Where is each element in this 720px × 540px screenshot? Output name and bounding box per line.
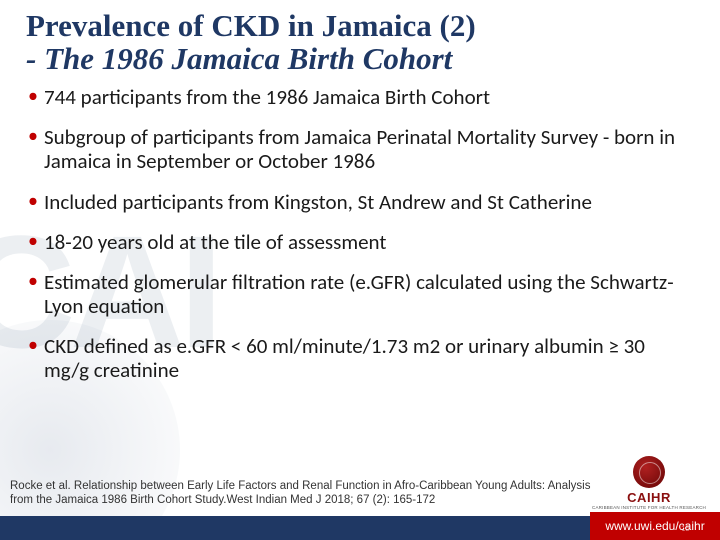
bullet-item: CKD defined as e.GFR < 60 ml/minute/1.73… [26,334,694,382]
bullet-item: Estimated glomerular filtration rate (e.… [26,270,694,318]
bullet-item: 744 participants from the 1986 Jamaica B… [26,85,694,109]
bullet-item: Subgroup of participants from Jamaica Pe… [26,125,694,173]
slide-content: Prevalence of CKD in Jamaica (2) - The 1… [0,0,720,540]
bullet-list: 744 participants from the 1986 Jamaica B… [26,85,694,382]
bullet-item: 18-20 years old at the tile of assessmen… [26,230,694,254]
bullet-item: Included participants from Kingston, St … [26,190,694,214]
slide-title-main: Prevalence of CKD in Jamaica (2) [26,10,694,43]
slide-title-sub: - The 1986 Jamaica Birth Cohort [26,43,694,76]
